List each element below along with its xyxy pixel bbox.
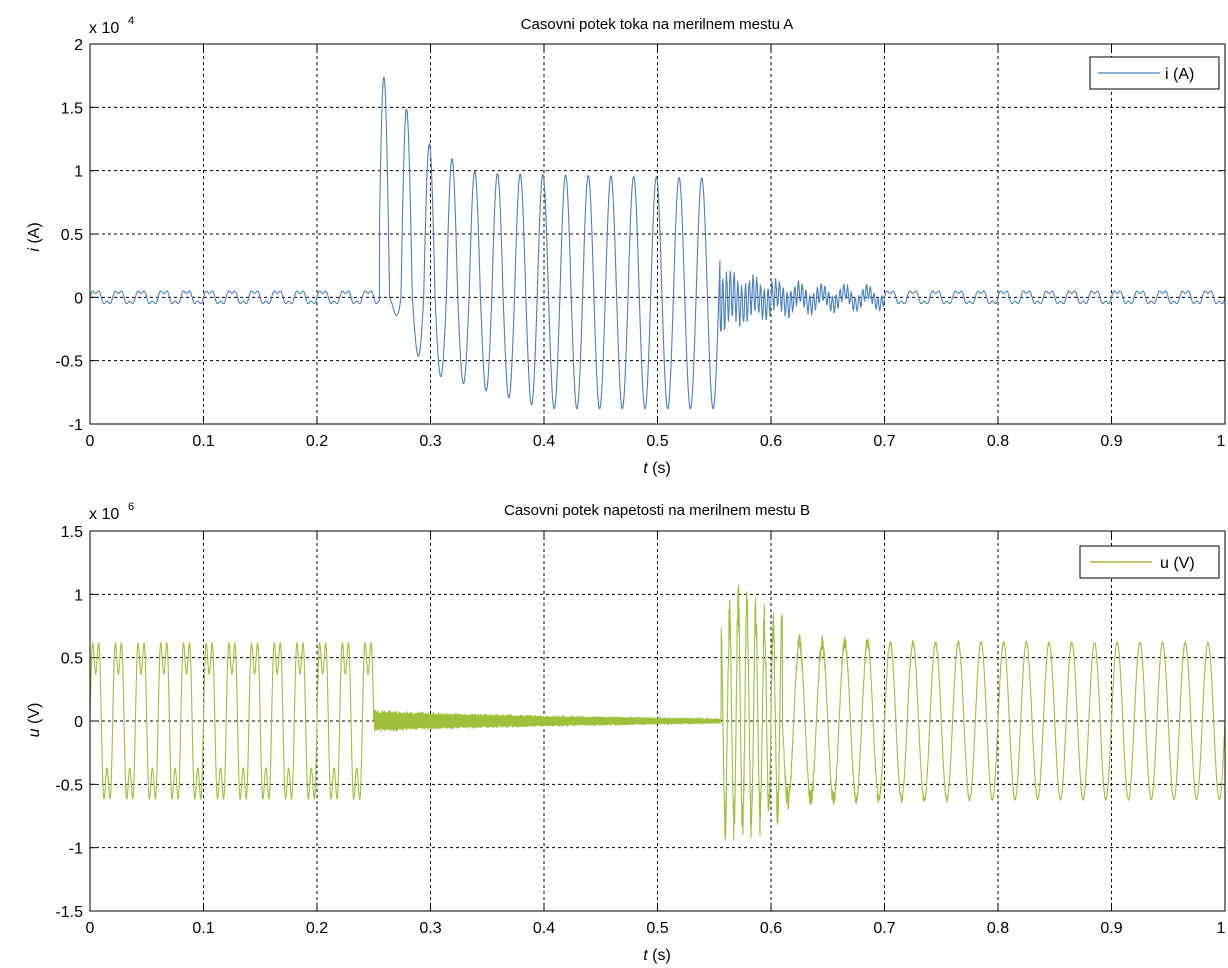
x-tick-labels: 0 0.1 0.2 0.3 0.4 0.5 0.6 0.7 0.8 0.9 1 (86, 920, 1226, 937)
plot-area (89, 43, 1226, 425)
x-axis-var: t (643, 460, 648, 477)
legend: i (A) (1089, 56, 1220, 90)
plot-area (89, 530, 1226, 912)
y-axis-var: u (26, 728, 43, 737)
x-tick-label: 0.8 (987, 433, 1009, 450)
y-tick-label: 0.5 (61, 227, 83, 244)
x-tick-label: 0.7 (873, 920, 895, 937)
y-axis-label: i (A) (26, 222, 43, 251)
x-tick-label: 0.6 (760, 433, 782, 450)
x-tick-label: 0.6 (760, 920, 782, 937)
y-axis-label: u (V) (26, 703, 43, 738)
y-tick-label: 1.5 (61, 524, 83, 541)
x-tick-label: 1 (1217, 920, 1226, 937)
x-tick-label: 0.4 (533, 920, 555, 937)
y-tick-label: -0.5 (55, 354, 83, 371)
series-line (90, 584, 1225, 841)
x-axis-label: t (s) (643, 460, 671, 477)
chart-voltage: Casovni potek napetosti na merilnem mest… (26, 501, 1226, 964)
x-tick-label: 0.2 (306, 920, 328, 937)
x-tick-label: 1 (1217, 433, 1226, 450)
y-tick-label: 1 (74, 587, 83, 604)
series-line (90, 76, 1225, 410)
legend-label: u (V) (1160, 555, 1195, 572)
y-tick-label: 0.5 (61, 651, 83, 668)
y-tick-label: 1 (74, 164, 83, 181)
y-tick-label: 0 (74, 290, 83, 307)
y-tick-label: -1.5 (55, 904, 83, 921)
multiplier-base: x 10 (89, 20, 119, 37)
x-tick-label: 0.3 (419, 920, 441, 937)
y-tick-labels: 2 1.5 1 0.5 0 -0.5 -1 (55, 37, 83, 434)
x-tick-label: 0.1 (192, 433, 214, 450)
x-tick-label: 0.5 (646, 433, 668, 450)
x-tick-label: 0.4 (533, 433, 555, 450)
x-axis-label: t (s) (643, 947, 671, 964)
y-axis-unit: (A) (26, 222, 43, 248)
x-tick-label: 0.3 (419, 433, 441, 450)
series-line-group (90, 76, 1225, 410)
y-multiplier: x 10 6 (89, 501, 134, 523)
legend: u (V) (1079, 545, 1220, 579)
chart-current: Casovni potek toka na merilnem mestu A 0… (26, 15, 1226, 477)
y-tick-label: 1.5 (61, 100, 83, 117)
multiplier-exponent: 6 (128, 501, 134, 513)
x-tick-label: 0.5 (646, 920, 668, 937)
y-axis-var: i (26, 248, 43, 252)
legend-label: i (A) (1165, 66, 1194, 83)
x-tick-label: 0 (86, 433, 95, 450)
y-tick-label: -0.5 (55, 777, 83, 794)
x-axis-var: t (643, 947, 648, 964)
y-tick-labels: 1.5 1 0.5 0 -0.5 -1 -1.5 (55, 524, 83, 921)
y-axis-unit: (V) (26, 703, 43, 729)
x-tick-label: 0.7 (873, 433, 895, 450)
y-tick-label: -1 (69, 417, 83, 434)
x-axis-unit: (s) (648, 460, 671, 477)
series-line-group (90, 584, 1225, 841)
y-tick-label: 2 (74, 37, 83, 54)
x-axis-unit: (s) (648, 947, 671, 964)
multiplier-exponent: 4 (128, 15, 134, 27)
x-tick-labels: 0 0.1 0.2 0.3 0.4 0.5 0.6 0.7 0.8 0.9 1 (86, 433, 1226, 450)
chart-title: Casovni potek napetosti na merilnem mest… (504, 502, 810, 519)
multiplier-base: x 10 (89, 506, 119, 523)
x-tick-label: 0.2 (306, 433, 328, 450)
y-tick-label: 0 (74, 714, 83, 731)
x-tick-label: 0 (86, 920, 95, 937)
chart-title: Casovni potek toka na merilnem mestu A (521, 16, 794, 33)
y-multiplier: x 10 4 (89, 15, 134, 37)
x-tick-label: 0.8 (987, 920, 1009, 937)
y-tick-label: -1 (69, 841, 83, 858)
x-tick-label: 0.1 (192, 920, 214, 937)
x-tick-label: 0.9 (1100, 433, 1122, 450)
x-tick-label: 0.9 (1100, 920, 1122, 937)
